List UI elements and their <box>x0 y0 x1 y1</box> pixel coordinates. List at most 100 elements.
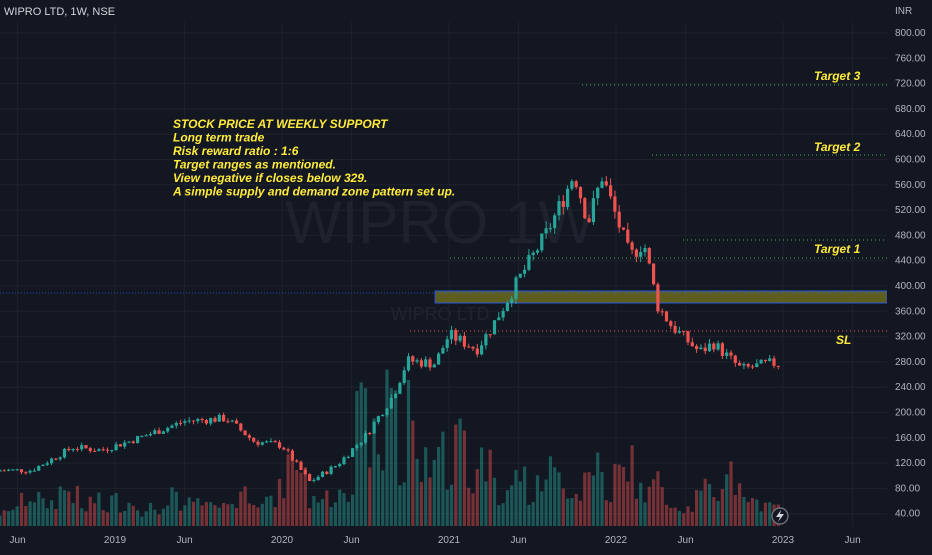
candle-body <box>695 346 699 350</box>
candle-body <box>557 201 561 216</box>
volume-bar <box>630 445 634 526</box>
candle-body <box>720 343 724 356</box>
volume-bar <box>540 491 544 526</box>
candle-body <box>686 331 690 343</box>
candle-body <box>333 466 337 468</box>
candle-body <box>54 458 58 460</box>
candle-body <box>492 320 497 335</box>
candle-body <box>583 198 587 219</box>
volume-bar <box>621 467 626 526</box>
volume-bar <box>312 495 316 526</box>
volume-bar <box>50 500 54 526</box>
time-axis[interactable]: Jun 2019 Jun 2020 Jun 2021 Jun 2022 Jun 2023 Jun <box>0 528 932 550</box>
candle-body <box>217 414 221 422</box>
price-tick-label: 40.00 <box>895 509 920 520</box>
time-tick-label: 2019 <box>104 535 127 546</box>
level-name-label: Target 3 <box>814 69 861 83</box>
candle-body <box>497 317 501 321</box>
volume-bar <box>518 481 522 526</box>
candle-body <box>28 470 32 473</box>
time-tick-label: Jun <box>845 535 861 546</box>
candle-body <box>424 359 428 367</box>
time-tick-label: 2023 <box>772 535 795 546</box>
volume-bar <box>183 505 187 526</box>
candle-body <box>204 419 208 424</box>
volume-bar <box>682 513 686 526</box>
volume-bar <box>677 510 681 526</box>
candle-body <box>626 229 630 243</box>
volume-bar <box>24 506 28 526</box>
volume-bar <box>368 467 372 526</box>
volume-bar <box>265 496 269 526</box>
candle-body <box>127 441 131 443</box>
volume-bar <box>32 502 36 526</box>
volume-bar <box>720 489 724 526</box>
candle-body <box>639 252 643 257</box>
candle-body <box>67 448 71 451</box>
candle-body <box>174 422 178 426</box>
volume-bar <box>428 477 432 526</box>
candle-body <box>19 469 24 473</box>
candle-body <box>273 441 277 443</box>
price-axis[interactable]: 800.00 760.00 720.00 680.00 640.00 600.00 560.… <box>887 0 932 550</box>
candle-body <box>320 471 325 477</box>
volume-bar <box>11 509 15 526</box>
candle-body <box>329 466 333 474</box>
volume-bar <box>454 424 458 526</box>
candle-body <box>381 415 385 417</box>
volume-bar <box>58 486 62 526</box>
volume-bar <box>535 475 540 526</box>
candle-body <box>179 422 183 424</box>
candle-body <box>131 441 135 444</box>
candle-body <box>394 393 398 398</box>
candle-body <box>7 469 11 471</box>
volume-bar <box>725 474 729 526</box>
time-tick-label: 2021 <box>438 535 461 546</box>
candle-body <box>32 470 36 472</box>
lightning-icon[interactable] <box>771 507 789 525</box>
volume-bar <box>742 496 746 526</box>
volume-bar <box>333 502 337 526</box>
volume-bar <box>643 502 647 526</box>
volume-bar <box>548 456 552 526</box>
candle-body <box>437 353 441 365</box>
candle-body <box>763 359 767 361</box>
currency-label: INR <box>895 6 912 17</box>
candle-body <box>544 228 548 234</box>
candle-body <box>712 343 716 350</box>
volume-bar <box>389 388 393 526</box>
volume-bar <box>239 491 243 526</box>
candle-body <box>699 347 703 350</box>
candle-body <box>621 227 626 230</box>
volume-bar <box>613 464 617 526</box>
volume-bar <box>652 479 656 526</box>
note-line: View negative if closes below 329. <box>173 171 367 185</box>
candle-body <box>484 334 488 346</box>
candle-body <box>488 334 492 336</box>
candle-body <box>157 430 161 434</box>
candle-body <box>454 330 458 341</box>
candle-body <box>84 445 88 449</box>
candle-body <box>80 445 84 450</box>
candle-body <box>75 448 79 450</box>
volume-bar <box>295 469 299 526</box>
price-tick-label: 560.00 <box>895 180 926 191</box>
volume-bar <box>256 507 260 526</box>
volume-bar <box>41 498 45 526</box>
candle-body <box>578 187 583 199</box>
candle-body <box>372 422 376 434</box>
candle-body <box>118 444 122 447</box>
volume-bar <box>308 508 312 526</box>
candle-body <box>772 358 776 366</box>
volume-bar <box>277 478 282 526</box>
candle-body <box>759 359 763 364</box>
candle-body <box>2 470 6 472</box>
volume-bar <box>497 505 501 526</box>
candle-body <box>660 311 664 313</box>
volume-bar <box>62 490 67 526</box>
volume-bar <box>363 388 368 526</box>
volume-bar <box>484 481 488 526</box>
volume-bar <box>458 418 462 526</box>
